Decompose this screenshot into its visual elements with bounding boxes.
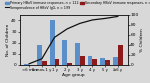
Bar xyxy=(113,57,118,65)
Bar xyxy=(100,58,105,65)
Bar xyxy=(93,59,97,65)
Bar xyxy=(24,64,29,65)
Y-axis label: No. of Children: No. of Children xyxy=(6,24,10,56)
Bar xyxy=(67,62,72,65)
Bar xyxy=(62,40,67,65)
Bar xyxy=(50,21,54,65)
Legend: Primary HBoV immune responses, n = 122, Seroprevalence of HBoV IgG, n = 199, Sec: Primary HBoV immune responses, n = 122, … xyxy=(5,1,150,10)
Bar xyxy=(54,59,59,65)
Bar xyxy=(118,45,123,65)
Bar xyxy=(37,45,42,65)
Bar xyxy=(88,56,93,65)
Y-axis label: % Children: % Children xyxy=(140,28,144,52)
Bar xyxy=(42,61,47,65)
Bar xyxy=(75,43,80,65)
Bar xyxy=(105,60,110,65)
Bar xyxy=(80,56,85,65)
X-axis label: Age group: Age group xyxy=(62,73,85,77)
